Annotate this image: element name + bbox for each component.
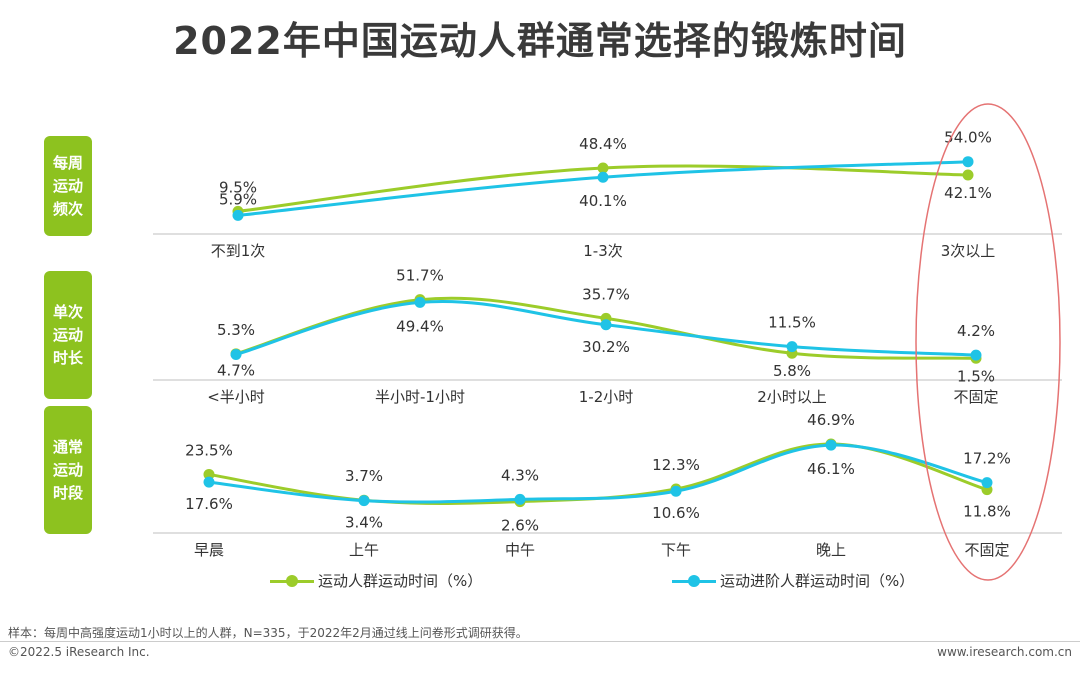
category-label-1-3: 2小时以上: [757, 388, 827, 406]
copyright-text: ©2022.5 iResearch Inc.: [8, 645, 150, 659]
data-point-b-2-3: [670, 485, 682, 497]
data-label-a-0-0: 9.5%: [219, 178, 257, 196]
series-line-b-2: [208, 443, 988, 504]
legend-label-series-b: 运动进阶人群运动时间（%）: [720, 572, 915, 590]
category-label-2-1: 上午: [349, 541, 379, 559]
category-label-0-1: 1-3次: [583, 242, 623, 260]
highlight-ellipse: [915, 103, 1061, 581]
data-label-a-0-1: 48.4%: [579, 135, 627, 153]
row-label-duration-text: 单次 运动 时长: [52, 302, 83, 367]
data-point-a-2-0: [203, 468, 215, 480]
data-point-b-1-0: [230, 349, 242, 361]
data-point-a-0-2: [962, 169, 974, 181]
data-label-a-2-0: 23.5%: [185, 441, 233, 459]
category-label-1-2: 1-2小时: [579, 388, 634, 406]
data-label-a-1-1: 51.7%: [396, 267, 444, 285]
data-label-b-1-3: 11.5%: [768, 314, 816, 332]
data-label-b-2-4: 46.1%: [807, 460, 855, 478]
data-label-a-2-3: 12.3%: [652, 456, 700, 474]
data-label-a-2-2: 2.6%: [501, 517, 539, 535]
data-point-b-0-0: [232, 209, 244, 221]
category-label-2-5: 不固定: [964, 541, 1009, 559]
category-label-2-2: 中午: [505, 541, 535, 559]
data-label-b-2-0: 17.6%: [185, 495, 233, 513]
data-label-b-2-3: 10.6%: [652, 504, 700, 522]
series-line-a-2: [208, 442, 988, 505]
data-point-b-1-2: [600, 319, 612, 331]
category-label-0-2: 3次以上: [941, 242, 996, 260]
row-label-period: 通常 运动 时段: [44, 406, 92, 534]
category-label-2-3: 下午: [661, 541, 691, 559]
data-label-a-1-3: 5.8%: [773, 362, 811, 380]
page-title: 2022年中国运动人群通常选择的锻炼时间: [173, 19, 907, 63]
website-text: www.iresearch.com.cn: [937, 645, 1072, 659]
row-label-frequency: 每周 运动 频次: [44, 136, 92, 236]
data-point-b-0-2: [962, 156, 974, 168]
data-label-a-1-2: 35.7%: [582, 285, 630, 303]
footer-divider: [0, 641, 1080, 642]
category-label-0-0: 不到1次: [211, 242, 266, 260]
data-label-b-1-1: 49.4%: [396, 317, 444, 335]
data-point-b-2-5: [981, 477, 993, 489]
data-point-b-2-4: [825, 439, 837, 451]
legend-label-series-a: 运动人群运动时间（%）: [318, 572, 483, 590]
data-label-a-1-0: 5.3%: [217, 321, 255, 339]
category-label-1-0: <半小时: [207, 388, 265, 406]
data-label-b-2-5: 17.2%: [963, 450, 1011, 468]
legend-swatch-series-b: [672, 574, 716, 587]
data-label-b-1-4: 4.2%: [957, 322, 995, 340]
row-label-period-text: 通常 运动 时段: [52, 437, 83, 502]
category-label-2-4: 晚上: [816, 541, 846, 559]
data-label-a-0-2: 42.1%: [944, 184, 992, 202]
data-label-b-0-0: 5.9%: [219, 190, 257, 208]
data-point-b-0-1: [597, 171, 609, 183]
data-label-a-2-5: 11.8%: [963, 503, 1011, 521]
row-label-frequency-text: 每周 运动 频次: [52, 153, 83, 218]
chart-marks: 9.5% 48.4% 42.1% 5.9% 40.1% 54.0% 5.3% 51.7% 35.…: [185, 129, 1011, 535]
data-label-b-0-1: 40.1%: [579, 192, 627, 210]
legend-item-series-b: 运动进阶人群运动时间（%）: [672, 570, 914, 591]
legend-swatch-series-a: [270, 574, 314, 587]
data-point-b-1-4: [970, 349, 982, 361]
data-point-b-1-1: [414, 296, 426, 308]
category-label-1-4: 不固定: [953, 388, 998, 406]
data-point-b-1-3: [786, 341, 798, 353]
data-label-b-0-2: 54.0%: [944, 129, 992, 147]
data-label-b-2-2: 4.3%: [501, 466, 539, 484]
data-point-b-2-0: [203, 476, 215, 488]
data-label-a-1-4: 1.5%: [957, 367, 995, 385]
category-label-2-0: 早晨: [194, 541, 224, 559]
data-label-b-1-2: 30.2%: [582, 338, 630, 356]
data-label-b-2-1: 3.4%: [345, 514, 383, 532]
data-point-b-2-2: [514, 493, 526, 505]
category-label-1-1: 半小时-1小时: [375, 388, 465, 406]
data-label-a-2-4: 46.9%: [807, 411, 855, 429]
legend-item-series-a: 运动人群运动时间（%）: [270, 570, 482, 591]
sample-note: 样本：每周中高强度运动1小时以上的人群，N=335，于2022年2月通过线上问卷…: [8, 626, 528, 640]
data-point-a-0-1: [597, 162, 609, 174]
data-label-a-2-1: 3.7%: [345, 467, 383, 485]
data-point-b-2-1: [358, 495, 370, 507]
data-label-b-1-0: 4.7%: [217, 362, 255, 380]
row-label-duration: 单次 运动 时长: [44, 271, 92, 399]
